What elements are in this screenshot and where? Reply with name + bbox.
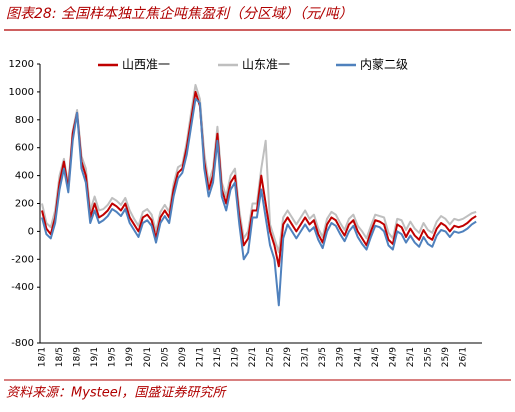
x-tick-label: 22/9 (283, 347, 293, 367)
x-tick-label: 19/5 (108, 347, 118, 367)
legend-label: 内蒙二级 (360, 58, 408, 72)
x-tick-label: 24/1 (353, 347, 363, 367)
x-tick-label: 20/9 (178, 347, 188, 367)
x-tick-label: 23/5 (318, 347, 328, 367)
series-line (41, 83, 477, 254)
y-tick-label: 600 (15, 143, 34, 154)
legend-label: 山西准一 (122, 58, 170, 72)
x-tick-label: 18/5 (55, 347, 65, 367)
x-tick-label: 25/9 (441, 347, 451, 367)
x-tick-label: 24/9 (388, 347, 398, 367)
y-tick-label: 0 (28, 226, 34, 237)
x-tick-label: 21/9 (230, 347, 240, 367)
chart-title: 图表28: 全国样本独立焦企吨焦盈利（分区域）（元/吨） (6, 6, 353, 22)
legend-label: 山东准一 (242, 58, 290, 72)
y-tick-label: 400 (15, 171, 34, 182)
x-tick-label: 25/5 (423, 347, 433, 367)
series-line (41, 97, 477, 307)
x-tick-label: 18/1 (38, 347, 48, 367)
y-tick-label: -200 (11, 254, 34, 265)
source: 资料来源：Mysteel，国盛证券研究所 (6, 385, 227, 401)
x-tick-label: 26/1 (459, 347, 469, 367)
x-tick-label: 24/5 (371, 347, 381, 367)
y-tick-label: 200 (15, 199, 34, 210)
y-tick-label: -800 (11, 338, 34, 349)
x-tick-label: 18/9 (73, 347, 83, 367)
y-tick-label: -400 (11, 282, 34, 293)
x-tick-label: 23/1 (301, 347, 311, 367)
x-tick-label: 25/1 (406, 347, 416, 367)
x-tick-label: 23/9 (336, 347, 346, 367)
x-tick-label: 22/5 (266, 347, 276, 367)
x-tick-label: 22/1 (248, 347, 258, 367)
x-tick-label: 20/5 (160, 347, 170, 367)
series-line (41, 90, 477, 268)
x-tick-label: 21/5 (213, 347, 223, 367)
x-tick-label: 20/1 (143, 347, 153, 367)
y-tick-label: 800 (15, 115, 34, 126)
x-tick-label: 21/1 (195, 347, 205, 367)
y-tick-label: 1200 (9, 59, 34, 70)
x-tick-label: 19/9 (125, 347, 135, 367)
y-tick-label: 1000 (9, 87, 34, 98)
x-tick-label: 19/1 (90, 347, 100, 367)
